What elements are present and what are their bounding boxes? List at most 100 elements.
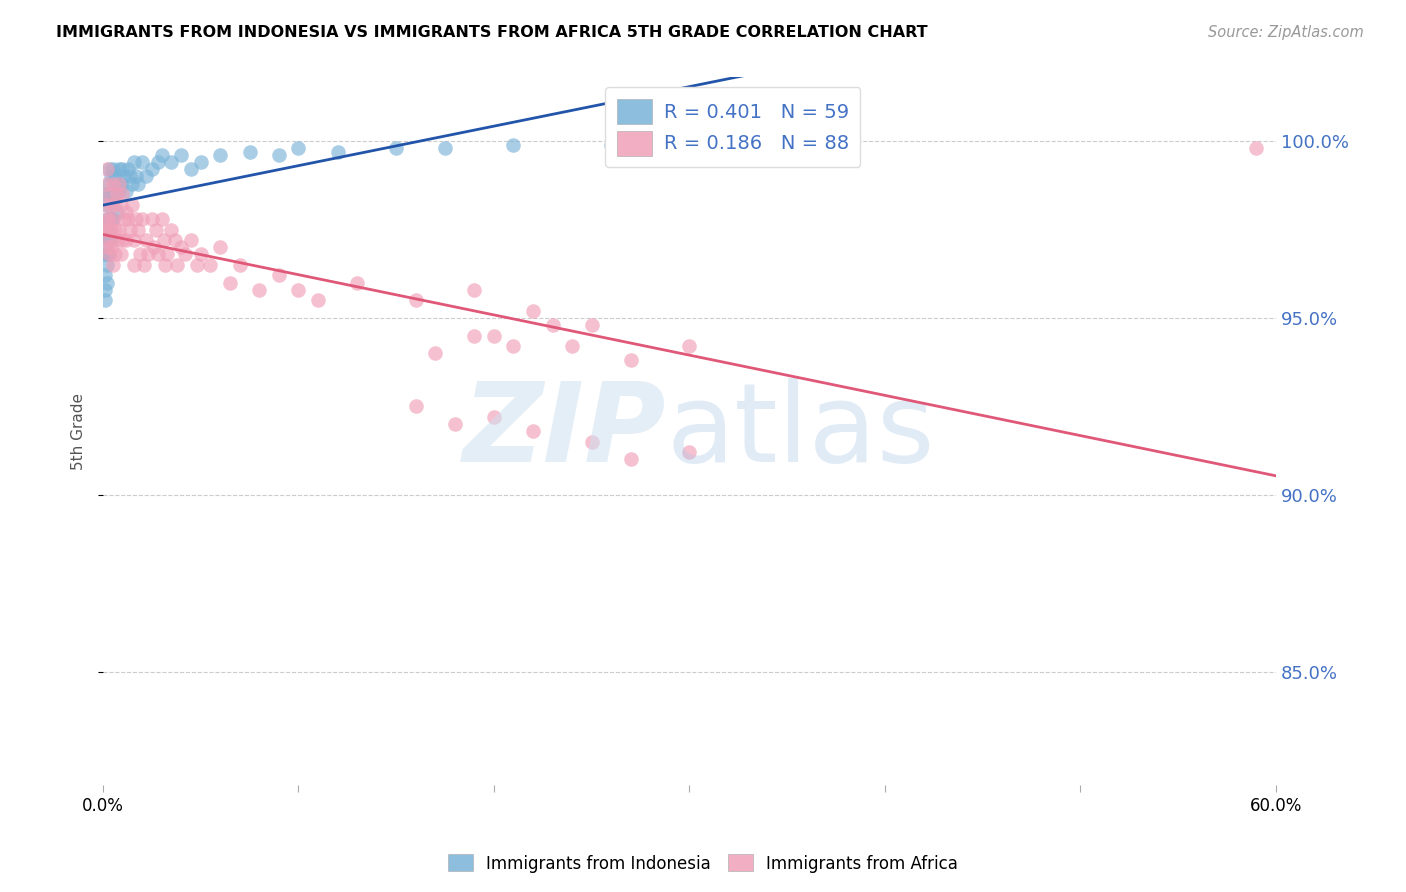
Point xyxy=(125,211,148,226)
Point xyxy=(200,258,222,272)
Point xyxy=(385,141,408,155)
Point xyxy=(326,145,349,159)
Point xyxy=(443,417,465,431)
Point xyxy=(96,198,118,212)
Point xyxy=(287,141,309,155)
Point xyxy=(100,222,122,236)
Point xyxy=(111,187,134,202)
Point xyxy=(94,222,117,236)
Point xyxy=(101,184,124,198)
Point xyxy=(107,222,129,236)
Point xyxy=(96,177,118,191)
Point xyxy=(150,211,173,226)
Point xyxy=(155,258,177,272)
Point xyxy=(94,247,117,261)
Point xyxy=(150,148,173,162)
Point xyxy=(146,247,169,261)
Point xyxy=(120,169,142,184)
Point xyxy=(561,339,583,353)
Point xyxy=(115,184,138,198)
Point xyxy=(122,233,145,247)
Point xyxy=(127,177,149,191)
Point xyxy=(135,233,157,247)
Point xyxy=(94,198,117,212)
Text: IMMIGRANTS FROM INDONESIA VS IMMIGRANTS FROM AFRICA 5TH GRADE CORRELATION CHART: IMMIGRANTS FROM INDONESIA VS IMMIGRANTS … xyxy=(56,25,928,40)
Point xyxy=(678,339,700,353)
Point xyxy=(129,247,152,261)
Point xyxy=(122,155,145,169)
Point xyxy=(307,293,329,308)
Point xyxy=(482,409,505,424)
Point xyxy=(96,162,118,177)
Point xyxy=(463,283,485,297)
Point xyxy=(127,222,149,236)
Point xyxy=(145,222,167,236)
Point xyxy=(100,187,122,202)
Point xyxy=(96,276,118,290)
Point xyxy=(107,162,129,177)
Point xyxy=(287,283,309,297)
Point xyxy=(125,169,148,184)
Point xyxy=(96,211,118,226)
Point xyxy=(104,198,127,212)
Point xyxy=(132,258,155,272)
Point xyxy=(97,187,120,202)
Point xyxy=(100,240,122,254)
Point xyxy=(238,145,260,159)
Point xyxy=(96,187,118,202)
Text: Source: ZipAtlas.com: Source: ZipAtlas.com xyxy=(1208,25,1364,40)
Point xyxy=(115,233,138,247)
Y-axis label: 5th Grade: 5th Grade xyxy=(72,392,86,469)
Point xyxy=(97,247,120,261)
Point xyxy=(142,240,165,254)
Point xyxy=(522,424,544,438)
Point xyxy=(96,258,118,272)
Point xyxy=(156,247,179,261)
Text: ZIP: ZIP xyxy=(463,377,666,484)
Point xyxy=(267,268,290,283)
Point xyxy=(121,198,143,212)
Point xyxy=(96,247,118,261)
Point xyxy=(141,211,163,226)
Point xyxy=(434,141,457,155)
Point xyxy=(209,148,232,162)
Point xyxy=(104,247,127,261)
Point xyxy=(186,258,208,272)
Point xyxy=(97,222,120,236)
Point xyxy=(101,211,124,226)
Point xyxy=(97,162,120,177)
Point xyxy=(600,137,623,152)
Point xyxy=(94,233,117,247)
Point xyxy=(136,247,159,261)
Point xyxy=(96,240,118,254)
Point xyxy=(170,148,193,162)
Point xyxy=(502,339,524,353)
Point xyxy=(111,233,134,247)
Point xyxy=(94,283,117,297)
Point xyxy=(105,177,128,191)
Point xyxy=(581,318,603,332)
Point xyxy=(620,353,643,368)
Point xyxy=(120,222,142,236)
Point xyxy=(190,155,212,169)
Point xyxy=(425,346,447,360)
Point xyxy=(112,169,135,184)
Point xyxy=(482,328,505,343)
Point xyxy=(1246,141,1268,155)
Point xyxy=(97,211,120,226)
Point xyxy=(96,211,118,226)
Point xyxy=(104,191,127,205)
Point xyxy=(101,258,124,272)
Point xyxy=(97,247,120,261)
Point xyxy=(122,258,145,272)
Point xyxy=(110,247,132,261)
Point xyxy=(463,328,485,343)
Point xyxy=(110,198,132,212)
Point xyxy=(146,155,169,169)
Point xyxy=(107,177,129,191)
Point xyxy=(135,169,157,184)
Point xyxy=(110,177,132,191)
Point xyxy=(101,162,124,177)
Point xyxy=(101,177,124,191)
Point xyxy=(97,177,120,191)
